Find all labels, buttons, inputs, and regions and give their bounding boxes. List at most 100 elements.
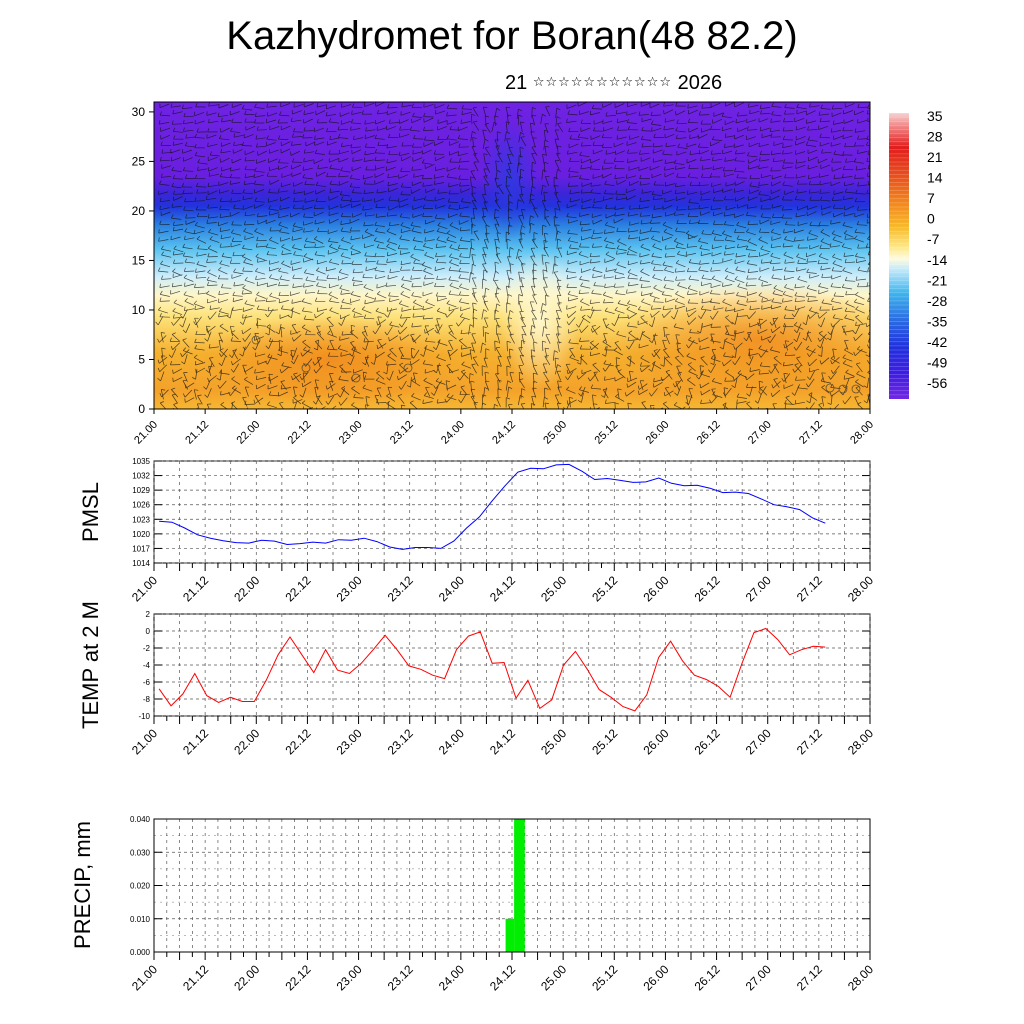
wind-barb	[448, 279, 459, 282]
wind-barb	[339, 337, 350, 341]
wind-barb	[469, 272, 471, 283]
wind-barb-flag	[806, 258, 809, 263]
wind-barb-flag	[542, 169, 547, 172]
wind-barb-flag	[506, 231, 511, 234]
wind-barb-flag	[314, 219, 316, 225]
wind-barb	[304, 191, 314, 196]
wind-barb-flag	[473, 230, 478, 232]
wind-barb-flag	[159, 111, 163, 116]
wind-barb	[641, 130, 652, 132]
x-tick-label: 26.12	[695, 419, 723, 447]
wind-barb-flag	[423, 126, 426, 131]
wind-barb	[869, 131, 870, 133]
wind-barb-flag	[172, 251, 175, 256]
wind-barb-flag	[423, 392, 427, 396]
wind-barb	[724, 253, 735, 256]
wind-barb-flag	[604, 283, 606, 288]
wind-barb-flag	[785, 220, 788, 225]
wind-barb	[749, 308, 760, 311]
wind-barb-flag	[277, 353, 282, 357]
wind-barb-flag	[246, 407, 249, 409]
wind-barb-flag	[616, 118, 619, 123]
wind-barb-flag	[496, 303, 501, 307]
subtitle-masked-month: ☆☆☆☆☆☆☆☆☆☆☆	[532, 75, 673, 90]
wind-barb	[434, 141, 444, 146]
wind-barb-flag	[299, 376, 303, 380]
wind-barb	[796, 341, 803, 351]
wind-barb-flag	[485, 146, 490, 149]
wind-barb	[784, 261, 795, 264]
wind-barb	[436, 231, 447, 235]
wind-barb	[784, 107, 795, 109]
wind-barb-flag	[628, 281, 630, 286]
wind-barb-flag	[293, 251, 296, 255]
wind-barb	[519, 225, 522, 236]
wind-barb-flag	[497, 184, 502, 186]
wind-barb-flag	[664, 118, 666, 123]
wind-barb-flag	[663, 125, 665, 130]
wind-barb	[771, 181, 781, 187]
wind-barb	[866, 192, 870, 194]
wind-barb-flag	[302, 166, 304, 171]
wind-barb-flag	[545, 380, 550, 382]
wind-barb-flag	[386, 258, 388, 263]
wind-barb-flag	[278, 346, 282, 351]
wind-barb	[809, 105, 820, 108]
wind-barb	[469, 349, 472, 360]
wind-barb-flag	[484, 138, 489, 142]
wind-barb	[471, 277, 477, 288]
wind-barb	[233, 271, 244, 275]
wind-barb	[449, 262, 459, 267]
wind-barb-flag	[809, 103, 811, 108]
wind-barb	[544, 146, 547, 157]
wind-barb	[531, 239, 538, 249]
wind-barb	[230, 340, 242, 342]
wind-barb-flag	[196, 189, 199, 194]
wind-barb	[843, 197, 854, 201]
wind-barb-flag	[545, 261, 550, 264]
wind-barb	[580, 386, 586, 397]
wind-barb	[579, 178, 590, 180]
wind-barb	[640, 222, 651, 225]
wind-barb-flag	[710, 125, 713, 130]
wind-barb	[338, 247, 349, 251]
wind-barb	[232, 358, 241, 366]
wind-barb-flag	[362, 362, 366, 366]
wind-barb	[545, 334, 551, 344]
wind-barb	[473, 161, 479, 172]
wind-barb	[557, 386, 562, 397]
wind-barb-flag	[602, 339, 607, 342]
wind-barb-flag	[772, 290, 776, 294]
wind-barb	[193, 303, 204, 308]
wind-barb-flag	[507, 317, 512, 319]
wind-barb	[458, 248, 469, 250]
wind-barb-flag	[782, 143, 784, 148]
wind-barb	[759, 219, 770, 225]
wind-barb	[796, 332, 801, 342]
wind-barb-flag	[329, 243, 333, 247]
wind-barb-flag	[701, 165, 704, 170]
wind-barb	[818, 125, 829, 130]
wind-barb-flag	[759, 157, 761, 162]
wind-barb-flag	[650, 313, 653, 318]
wind-barb	[494, 139, 500, 150]
wind-barb	[555, 224, 559, 235]
wind-barb-flag	[806, 345, 810, 350]
x-tick-label: 27.12	[797, 419, 825, 447]
wind-barb	[855, 323, 866, 327]
wind-barb	[806, 110, 816, 116]
wind-barb	[664, 119, 675, 123]
wind-barb	[748, 196, 758, 201]
wind-barb	[543, 287, 548, 297]
wind-barb	[341, 104, 352, 108]
wind-barb	[773, 364, 780, 374]
wind-barb	[320, 406, 326, 409]
wind-barb-flag	[842, 151, 845, 156]
wind-barb	[758, 118, 769, 123]
wind-barb	[770, 129, 781, 133]
wind-barb	[699, 248, 710, 251]
wind-barb	[604, 183, 615, 186]
wind-barb-flag	[674, 268, 677, 273]
wind-barb-flag	[351, 346, 355, 350]
wind-barb-flag	[411, 292, 415, 296]
